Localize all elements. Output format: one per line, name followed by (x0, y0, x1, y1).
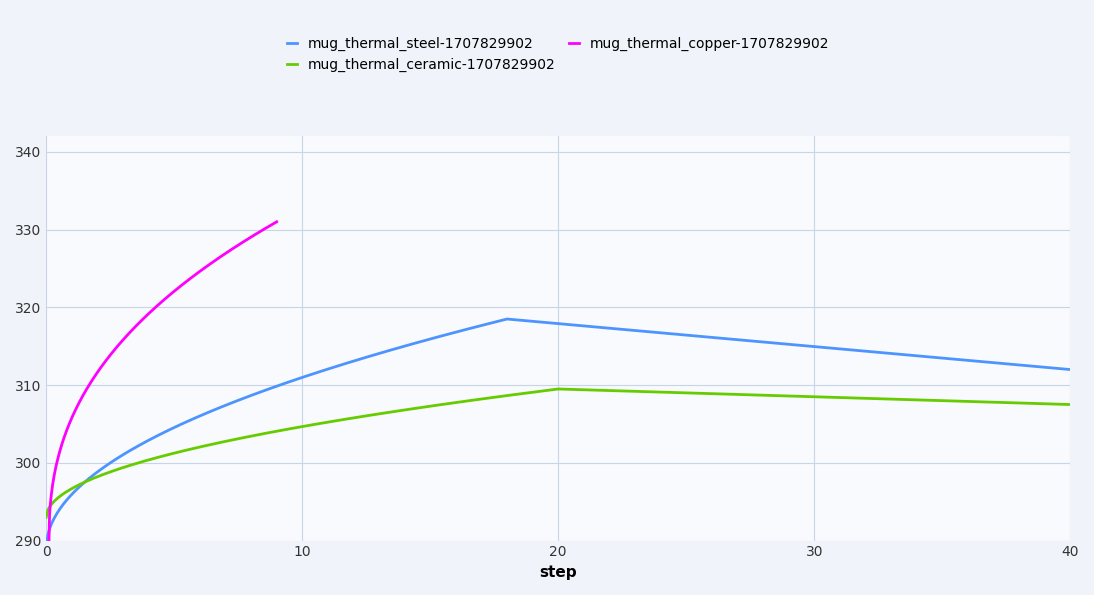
mug_thermal_ceramic-1707829902 (551, 386, 565, 393)
mug_thermal_steel-1707829902 (1063, 366, 1076, 373)
mug_thermal_copper-1707829902 (254, 228, 267, 235)
Legend: mug_thermal_steel-1707829902, mug_thermal_ceramic-1707829902, mug_thermal_copper: mug_thermal_steel-1707829902, mug_therma… (280, 30, 837, 79)
Line: mug_thermal_copper-1707829902: mug_thermal_copper-1707829902 (46, 222, 277, 549)
mug_thermal_steel-1707829902 (94, 466, 107, 474)
mug_thermal_copper-1707829902 (133, 318, 147, 325)
Line: mug_thermal_ceramic-1707829902: mug_thermal_ceramic-1707829902 (46, 389, 1070, 517)
mug_thermal_ceramic-1707829902 (100, 470, 113, 477)
Line: mug_thermal_steel-1707829902: mug_thermal_steel-1707829902 (46, 319, 1070, 549)
mug_thermal_copper-1707829902 (198, 265, 211, 272)
mug_thermal_steel-1707829902 (235, 395, 248, 402)
mug_thermal_ceramic-1707829902 (642, 388, 655, 395)
mug_thermal_copper-1707829902 (221, 248, 234, 255)
mug_thermal_copper-1707829902 (234, 240, 247, 247)
mug_thermal_steel-1707829902 (1062, 366, 1075, 373)
mug_thermal_ceramic-1707829902 (1062, 401, 1075, 408)
mug_thermal_copper-1707829902 (270, 218, 283, 226)
mug_thermal_copper-1707829902 (141, 311, 154, 318)
mug_thermal_ceramic-1707829902 (1063, 401, 1076, 408)
mug_thermal_steel-1707829902 (133, 441, 147, 449)
mug_thermal_steel-1707829902 (500, 315, 513, 322)
mug_thermal_copper-1707829902 (39, 545, 53, 552)
mug_thermal_ceramic-1707829902 (802, 393, 815, 400)
mug_thermal_steel-1707829902 (39, 545, 53, 552)
mug_thermal_steel-1707829902 (776, 340, 789, 347)
X-axis label: step: step (539, 565, 577, 580)
mug_thermal_ceramic-1707829902 (144, 456, 158, 463)
mug_thermal_steel-1707829902 (601, 324, 614, 331)
mug_thermal_ceramic-1707829902 (257, 430, 270, 437)
mug_thermal_ceramic-1707829902 (39, 513, 53, 521)
